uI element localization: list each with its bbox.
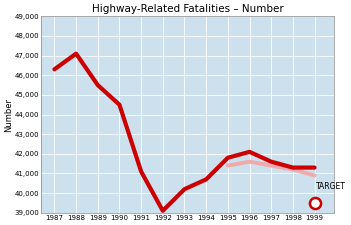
Text: TARGET: TARGET [316,182,345,191]
Title: Highway-Related Fatalities – Number: Highway-Related Fatalities – Number [92,4,284,14]
Y-axis label: Number: Number [4,98,13,132]
